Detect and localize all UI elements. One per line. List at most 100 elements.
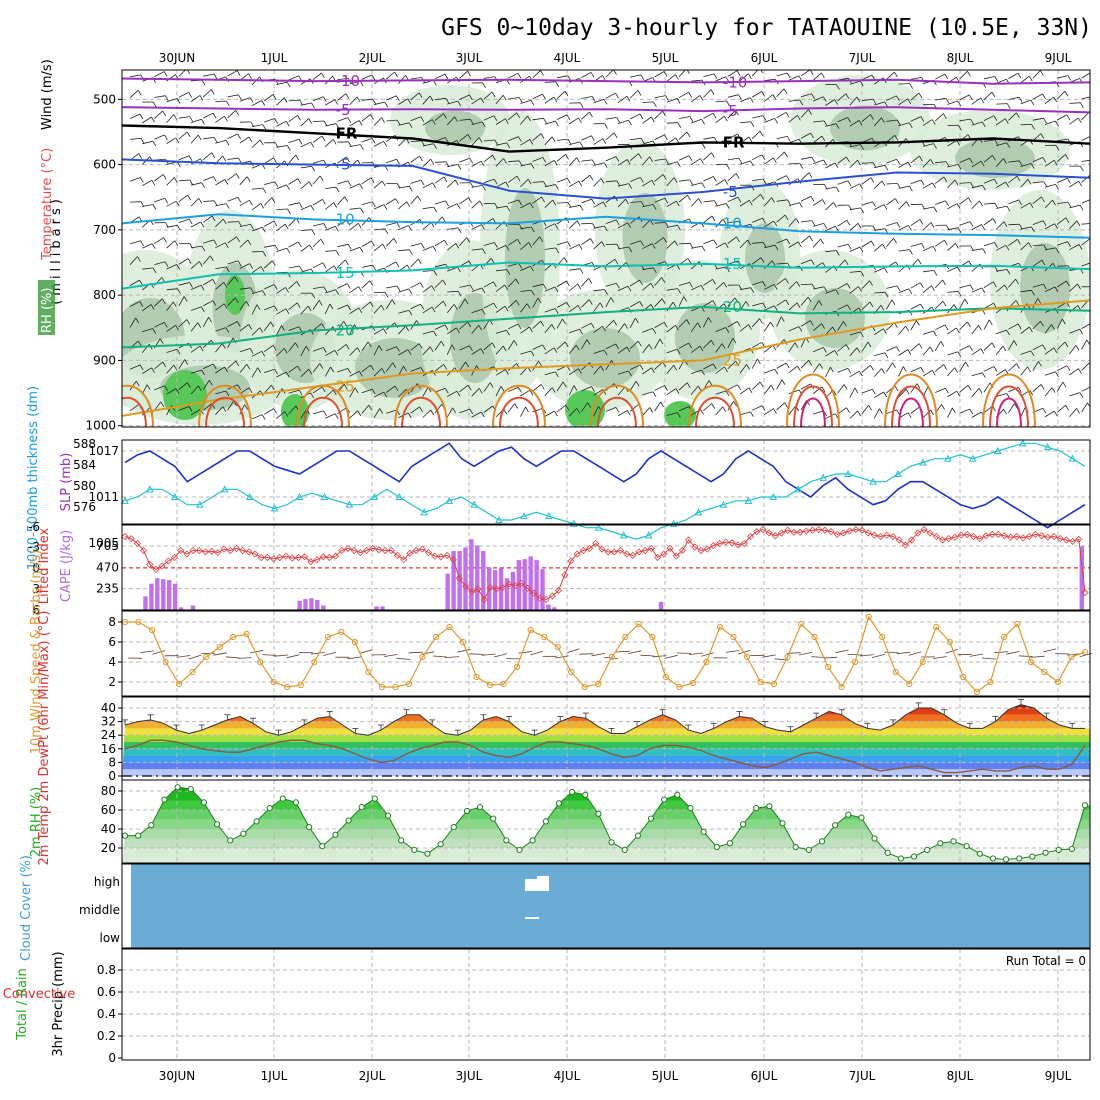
- wind-barb-flag: [419, 406, 423, 413]
- wind-barb: [1008, 278, 1016, 288]
- wind-barb-flag: [354, 387, 359, 394]
- wind-barb-flag: [347, 244, 352, 250]
- wind-barb-flag: [343, 384, 348, 390]
- wind-barb: [971, 97, 982, 105]
- wind-barb: [727, 321, 738, 328]
- wind-barb: [812, 72, 822, 81]
- wind-barb-flag: [443, 364, 448, 370]
- wind-barb-flag: [357, 410, 362, 417]
- cloud-level-label: middle: [79, 903, 120, 917]
- li-marker: [846, 527, 854, 535]
- slp-marker: [819, 473, 828, 481]
- wind-barb-flag: [480, 411, 485, 418]
- wind-barb-flag: [542, 93, 546, 100]
- rh-line-point: [700, 828, 707, 835]
- wind-barb-flag: [616, 117, 621, 123]
- wind-barb-flag: [407, 412, 412, 419]
- wind-barb: [556, 138, 568, 141]
- wind-barb-flag: [281, 325, 285, 331]
- wind-barb: [678, 342, 689, 349]
- wind-barb-flag: [1051, 324, 1055, 330]
- wind-barb: [215, 303, 225, 311]
- wind-barb: [349, 347, 358, 356]
- wind-barb: [935, 324, 946, 331]
- wind-barb: [593, 201, 604, 208]
- rh-line-point: [240, 830, 247, 837]
- wind-barb-flag: [563, 257, 568, 263]
- wind-barb-flag: [457, 164, 462, 170]
- wind-barb: [959, 197, 969, 205]
- wind-barb: [1044, 184, 1056, 188]
- wind-barb-flag: [735, 360, 740, 367]
- wind-barb: [934, 279, 943, 289]
- wind-barb-flag: [675, 137, 680, 144]
- wind-barb-flag: [750, 287, 755, 293]
- wind-speed-line-point: [1014, 620, 1021, 628]
- wind-barb: [434, 300, 444, 309]
- wind-barb-flag: [1065, 217, 1070, 223]
- wind-barb-flag: [344, 259, 349, 266]
- wind-barb-flag: [406, 264, 411, 271]
- wind-barb: [776, 199, 788, 202]
- warm-contour: [492, 384, 546, 427]
- rh-line-point: [529, 837, 536, 844]
- wind-barb-flag: [518, 97, 523, 103]
- wind-barb-flag: [1031, 124, 1035, 130]
- li-marker: [1019, 534, 1027, 542]
- cape-bar: [481, 551, 486, 610]
- wind-barb: [239, 224, 251, 227]
- rh-band: [122, 829, 1090, 839]
- wind-barb: [788, 405, 797, 415]
- wind-barb-flag: [542, 344, 546, 351]
- wind-barb-flag: [270, 384, 275, 391]
- rh-line-point: [989, 855, 997, 862]
- wind-barb-flag: [994, 139, 999, 146]
- wind-barb: [788, 302, 798, 311]
- li-marker: [678, 546, 686, 555]
- wind-barb: [459, 345, 470, 351]
- tick-label: 2: [108, 675, 116, 689]
- wind-barb-flag: [677, 288, 682, 294]
- slp-marker: [894, 469, 902, 477]
- contour-label: 10: [336, 210, 355, 228]
- wind-barb: [288, 99, 300, 102]
- wind-barb: [446, 327, 457, 335]
- wind-barb-flag: [308, 368, 313, 375]
- wind-barb: [983, 242, 995, 247]
- wind-barb-flag: [699, 95, 704, 101]
- wind-barb-flag: [383, 391, 388, 398]
- wind-barb-flag: [1015, 300, 1020, 306]
- slp-marker: [619, 531, 628, 539]
- wind-barb: [471, 324, 480, 334]
- date-label: 9JUL: [1045, 51, 1072, 65]
- wind-barb: [373, 228, 385, 231]
- wind-barb: [276, 325, 282, 336]
- wind-barb-flag: [1078, 180, 1083, 187]
- wind-barb-flag: [701, 143, 706, 149]
- wind-barb-flag: [665, 158, 669, 165]
- wind-barb: [873, 77, 884, 85]
- wind-barb-flag: [615, 219, 620, 226]
- wind-barb: [812, 199, 823, 206]
- wind-barb: [739, 387, 750, 395]
- wind-barb: [898, 225, 909, 231]
- wind-barb: [215, 203, 227, 207]
- wind-barb-flag: [602, 325, 606, 332]
- wind-barb: [398, 325, 406, 335]
- wind-barb-flag: [637, 90, 642, 96]
- wind-barb-flag: [518, 387, 522, 393]
- wind-barb: [300, 205, 312, 211]
- temperature-contour: [122, 106, 1090, 114]
- wind-barb: [276, 81, 288, 85]
- wind-barb: [715, 179, 726, 186]
- wind-barb: [642, 282, 651, 291]
- wind-barb-flag: [321, 386, 326, 393]
- wind-barb: [386, 119, 398, 122]
- wind-barb: [727, 133, 738, 140]
- wind-barb: [1056, 217, 1067, 225]
- cape-bar: [315, 600, 320, 610]
- wind-barb: [239, 199, 250, 207]
- surface-wind-barb: [1030, 655, 1045, 658]
- wind-barb-flag: [176, 349, 181, 355]
